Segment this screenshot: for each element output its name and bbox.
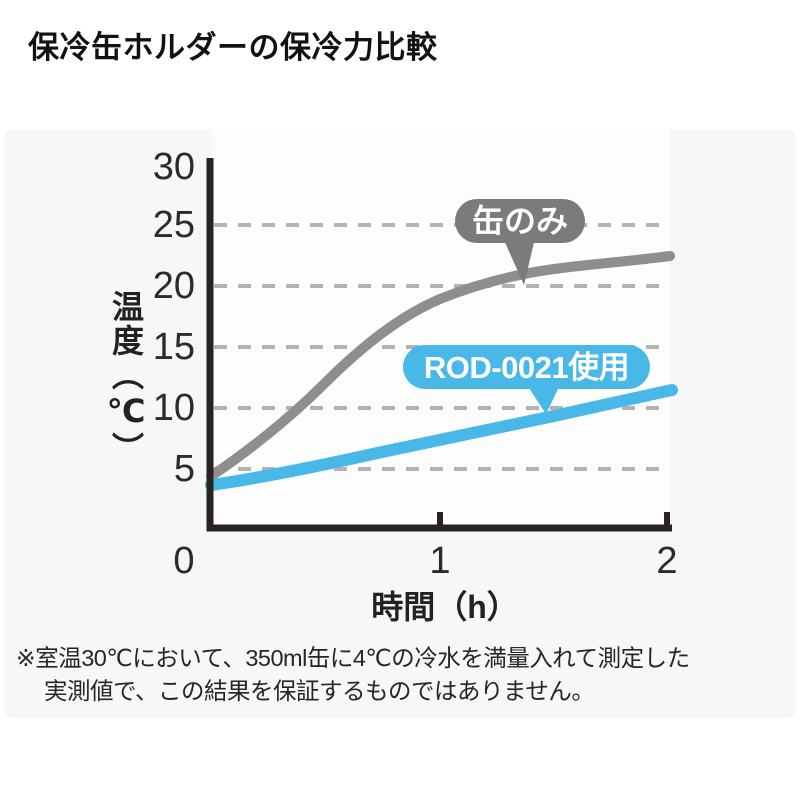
axes <box>206 158 672 532</box>
page-title: 保冷缶ホルダーの保冷力比較 <box>28 30 438 65</box>
footnote: ※室温30℃において、350ml缶に4℃の冷水を満量入れて測定した 実測値で、こ… <box>16 642 788 708</box>
x-tick-2: 2 <box>656 540 678 582</box>
y-tick-25: 25 <box>152 204 195 246</box>
series-label-rod-0021: ROD-0021使用 <box>423 350 630 385</box>
series-line-can-only <box>206 251 675 481</box>
y-tick-20: 20 <box>152 265 195 307</box>
x-tick-1: 1 <box>429 540 451 582</box>
callout-can-only <box>455 199 585 285</box>
y-axis-title: 温度（℃） <box>108 290 144 466</box>
x-axis-title: 時間（h） <box>371 589 519 625</box>
series-label-can-only: 缶のみ <box>471 203 568 239</box>
series-line-rod-0021 <box>205 384 678 491</box>
y-tick-5: 5 <box>173 448 195 490</box>
x-tick-0: 0 <box>173 540 195 582</box>
callout-rod-0021 <box>403 345 650 414</box>
footnote-line-1: ※室温30℃において、350ml缶に4℃の冷水を満量入れて測定した <box>16 645 690 671</box>
x-axis-ticks <box>437 512 670 528</box>
plot-area <box>212 129 670 525</box>
footnote-line-2: 実測値で、この結果を保証するものではありません。 <box>44 678 595 704</box>
y-tick-10: 10 <box>152 387 195 429</box>
y-tick-15: 15 <box>152 326 195 368</box>
y-tick-30: 30 <box>152 146 195 188</box>
